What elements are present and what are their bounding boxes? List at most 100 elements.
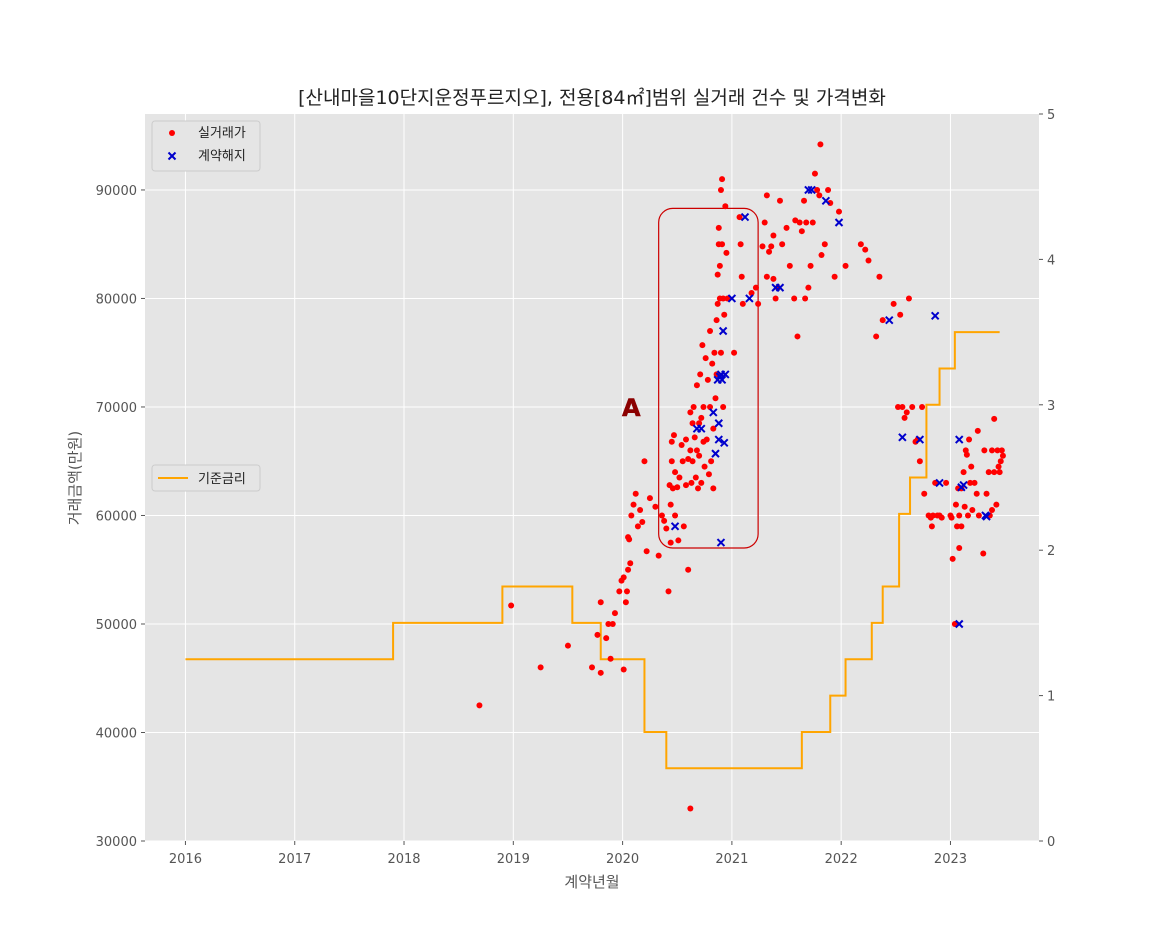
trade-point bbox=[802, 295, 809, 302]
x-tick-label: 2023 bbox=[934, 852, 967, 867]
trade-point bbox=[564, 642, 571, 649]
x-tick-label: 2018 bbox=[387, 852, 420, 867]
legend-cancel-marker bbox=[167, 151, 177, 161]
trade-point bbox=[696, 420, 703, 427]
trade-point bbox=[697, 371, 704, 378]
trade-point bbox=[865, 257, 872, 264]
cancel-point bbox=[709, 408, 718, 417]
trade-point bbox=[763, 273, 770, 280]
trade-point bbox=[748, 290, 755, 297]
cancel-point bbox=[834, 218, 844, 227]
cancel-point bbox=[717, 375, 727, 385]
y-axis-label: 거래금액(만원) bbox=[66, 431, 84, 526]
trade-point bbox=[537, 664, 544, 671]
trade-point bbox=[759, 243, 766, 250]
trade-point bbox=[786, 262, 793, 269]
trade-point bbox=[736, 214, 743, 221]
trade-point bbox=[705, 471, 712, 478]
trade-point bbox=[879, 317, 886, 324]
trade-point bbox=[814, 186, 821, 193]
legend-top: 실거래가 계약해지 bbox=[151, 120, 261, 172]
trade-points bbox=[476, 141, 1006, 812]
trade-point bbox=[928, 523, 935, 530]
trade-point bbox=[719, 176, 726, 183]
y2-tick-label: 5 bbox=[1047, 108, 1055, 123]
trade-point bbox=[809, 219, 816, 226]
trade-point bbox=[661, 517, 668, 524]
trade-point bbox=[623, 588, 630, 595]
trade-point bbox=[960, 469, 967, 476]
trade-point bbox=[680, 523, 687, 530]
cancel-point bbox=[721, 370, 730, 379]
cancel-point bbox=[714, 435, 723, 444]
legend-mid-frame bbox=[151, 464, 261, 492]
trade-point bbox=[905, 295, 912, 302]
trade-point bbox=[954, 523, 961, 530]
trade-point bbox=[964, 512, 971, 519]
trade-point bbox=[721, 311, 728, 318]
cancel-point bbox=[714, 419, 723, 428]
trade-point bbox=[974, 427, 981, 434]
trade-point bbox=[690, 403, 697, 410]
trade-point bbox=[921, 490, 928, 497]
y-tick-label: 40000 bbox=[96, 726, 137, 741]
trade-point bbox=[903, 409, 910, 416]
legend-trade-marker bbox=[169, 130, 175, 136]
highlight-layer bbox=[658, 207, 759, 549]
rate-step-line bbox=[185, 331, 1000, 770]
trade-point bbox=[698, 414, 705, 421]
trade-point bbox=[876, 273, 883, 280]
trade-point bbox=[766, 248, 773, 255]
trade-point bbox=[958, 523, 965, 530]
cancel-point bbox=[982, 512, 991, 521]
trade-point bbox=[873, 333, 880, 340]
trade-point bbox=[710, 485, 717, 492]
x-tick-label: 2020 bbox=[606, 852, 639, 867]
trade-point bbox=[737, 241, 744, 248]
cancel-points bbox=[670, 185, 991, 629]
trade-point bbox=[961, 503, 968, 510]
trade-point bbox=[676, 474, 683, 481]
trade-point bbox=[997, 458, 1004, 465]
trade-point bbox=[611, 610, 618, 617]
trade-point bbox=[895, 403, 902, 410]
cancel-point bbox=[716, 538, 726, 547]
trade-point bbox=[652, 503, 659, 510]
trade-point bbox=[711, 349, 718, 356]
y-tick-label: 90000 bbox=[96, 184, 137, 199]
trade-point bbox=[739, 300, 746, 307]
trade-point bbox=[605, 620, 612, 627]
trade-point bbox=[772, 295, 779, 302]
trade-point bbox=[983, 490, 990, 497]
y2-tick-label: 4 bbox=[1047, 253, 1055, 268]
trade-point bbox=[890, 300, 897, 307]
trade-point bbox=[723, 249, 730, 256]
cancel-point bbox=[885, 315, 894, 325]
trade-point bbox=[597, 669, 604, 676]
trade-point bbox=[929, 512, 936, 519]
trade-point bbox=[709, 360, 716, 367]
trade-point bbox=[632, 490, 639, 497]
trade-point bbox=[731, 349, 738, 356]
trade-point bbox=[668, 438, 675, 445]
trade-point bbox=[641, 458, 648, 465]
trade-point bbox=[770, 275, 777, 282]
trade-point bbox=[668, 458, 675, 465]
trade-point bbox=[796, 219, 803, 226]
trade-point bbox=[717, 349, 724, 356]
trade-point bbox=[901, 414, 908, 421]
trade-point bbox=[956, 545, 963, 552]
trade-point bbox=[991, 469, 998, 476]
trade-point bbox=[938, 514, 945, 521]
trade-point bbox=[663, 525, 670, 532]
trade-point bbox=[476, 702, 483, 709]
trade-point bbox=[682, 482, 689, 489]
cancel-point bbox=[930, 311, 940, 321]
trade-point bbox=[862, 246, 869, 253]
y2-tick-label: 2 bbox=[1047, 544, 1055, 559]
trade-point bbox=[665, 588, 672, 595]
trade-point bbox=[801, 197, 808, 204]
trade-point bbox=[603, 635, 610, 642]
trade-point bbox=[710, 425, 717, 432]
cancel-point bbox=[807, 185, 816, 195]
